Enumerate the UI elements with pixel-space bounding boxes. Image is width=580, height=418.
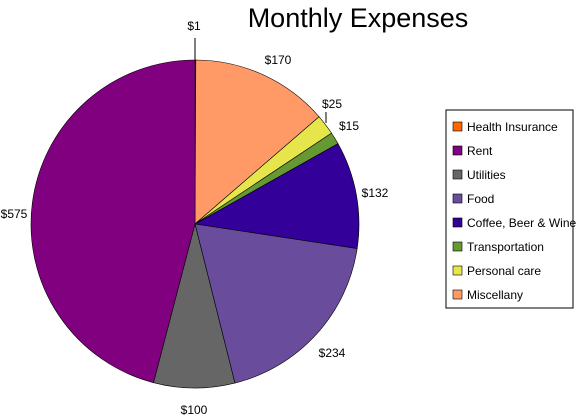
- data-label: $170: [265, 53, 292, 67]
- legend-label: Personal care: [467, 264, 541, 278]
- legend-swatch: [452, 145, 463, 156]
- legend-swatch: [452, 265, 463, 276]
- legend-swatch: [452, 217, 463, 228]
- chart-title: Monthly Expenses: [248, 3, 469, 33]
- legend-swatch: [452, 193, 463, 204]
- legend-swatch: [452, 121, 463, 132]
- data-label: $25: [322, 97, 342, 111]
- data-labels: $1 $170 $25 $15 $132 $234 $100 $575: [1, 19, 389, 417]
- pie-slices: [30, 59, 360, 389]
- legend-label: Food: [467, 192, 494, 206]
- legend: Health Insurance Rent Utilities Food Coffee,…: [445, 109, 576, 309]
- data-label: $15: [339, 119, 359, 133]
- pie-slice-coffee-beer-wine: [194, 143, 360, 249]
- legend-swatch: [452, 289, 463, 300]
- legend-label: Transportation: [467, 240, 544, 254]
- pie-slice-food: [194, 223, 358, 384]
- legend-label: Rent: [467, 144, 493, 158]
- data-label: $575: [1, 207, 28, 221]
- legend-label: Utilities: [467, 168, 506, 182]
- legend-label: Coffee, Beer & Wine: [467, 216, 576, 230]
- legend-swatch: [452, 169, 463, 180]
- pie-slice-rent: [30, 59, 196, 384]
- pie-slice-miscellany: [194, 59, 320, 225]
- legend-box: [445, 109, 574, 309]
- data-label: $100: [181, 403, 208, 417]
- data-label: $1: [187, 19, 201, 33]
- legend-swatch: [452, 241, 463, 252]
- data-label: $132: [362, 186, 389, 200]
- data-label: $234: [319, 346, 346, 360]
- legend-label: Miscellany: [467, 288, 523, 302]
- legend-label: Health Insurance: [467, 120, 558, 134]
